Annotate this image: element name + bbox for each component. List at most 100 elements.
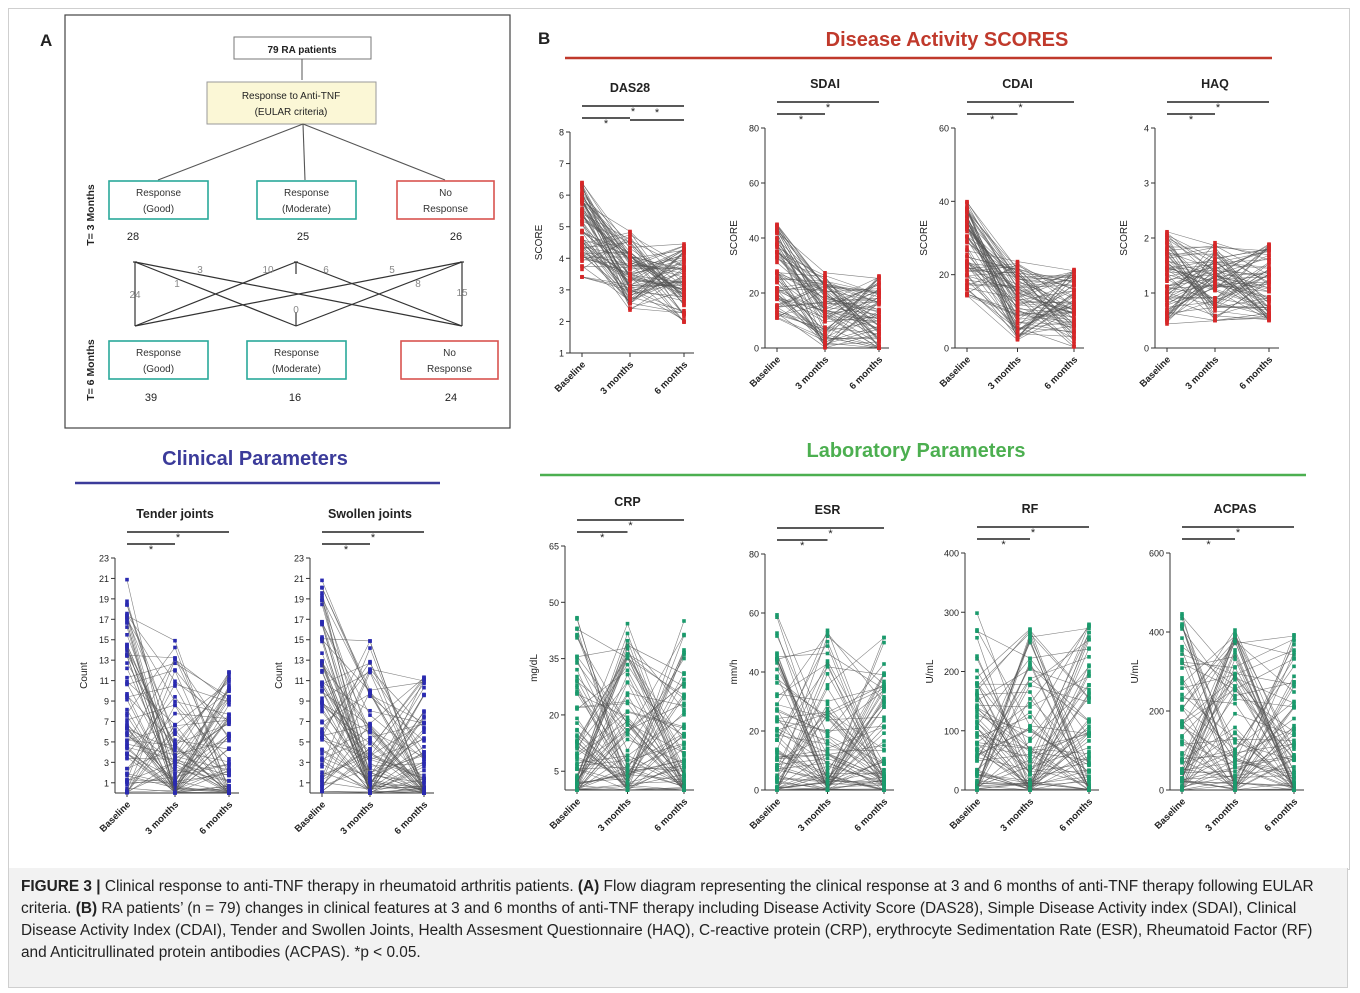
- data-point: [877, 308, 881, 313]
- data-point: [825, 756, 830, 761]
- data-point: [1267, 265, 1271, 270]
- data-point: [882, 756, 886, 761]
- data-point: [1087, 647, 1091, 651]
- data-point: [422, 736, 426, 740]
- data-point: [1180, 657, 1184, 662]
- y-tick-label: 1: [559, 349, 564, 359]
- data-point: [1292, 743, 1296, 748]
- data-point: [625, 643, 630, 647]
- data-point: [823, 296, 827, 300]
- data-point: [1292, 684, 1296, 689]
- y-axis-label: U/mL: [1130, 659, 1141, 683]
- data-point: [320, 598, 324, 603]
- x-tick-label: 3 months: [793, 354, 831, 392]
- data-point: [775, 275, 779, 280]
- data-point: [1087, 624, 1091, 629]
- data-point: [1180, 666, 1184, 670]
- data-point: [580, 189, 584, 193]
- data-point: [368, 735, 372, 740]
- data-point: [320, 787, 324, 791]
- data-point: [877, 318, 881, 323]
- data-point: [775, 313, 779, 318]
- sig-mark: *: [631, 106, 636, 118]
- data-point: [173, 782, 177, 787]
- data-point: [173, 723, 177, 727]
- caption-a-label: (A): [577, 878, 600, 895]
- data-point: [628, 252, 632, 257]
- data-point: [825, 764, 830, 768]
- sig-mark: *: [826, 102, 831, 114]
- data-point: [625, 693, 630, 697]
- transition-number: 6: [323, 265, 329, 276]
- data-point: [1292, 776, 1296, 781]
- y-tick-label: 300: [944, 608, 959, 618]
- y-tick-label: 13: [294, 656, 304, 666]
- sig-mark: *: [1001, 539, 1006, 551]
- data-point: [882, 696, 886, 701]
- row2-count: 39: [145, 392, 157, 404]
- data-point: [173, 742, 177, 746]
- data-point: [1233, 711, 1237, 716]
- data-point: [320, 602, 324, 607]
- data-point: [1087, 687, 1091, 692]
- data-point: [227, 716, 231, 721]
- row2-box: [108, 340, 209, 380]
- data-point: [368, 669, 372, 674]
- data-point: [1292, 642, 1296, 647]
- data-point: [227, 786, 231, 790]
- chart-rf: RF 0 100 200 300 400 U/mL Baseline 3 months 6 mon…: [925, 502, 1099, 834]
- data-point: [1292, 706, 1296, 710]
- data-point: [682, 292, 686, 297]
- data-point: [625, 691, 630, 695]
- data-point: [775, 733, 779, 738]
- data-point: [628, 246, 632, 251]
- data-point: [320, 699, 324, 704]
- data-point: [825, 683, 830, 687]
- data-point: [1015, 308, 1020, 313]
- data-point: [965, 281, 969, 286]
- data-point: [173, 777, 177, 781]
- data-point: [580, 197, 584, 202]
- row1-count: 26: [450, 231, 462, 243]
- data-point: [682, 776, 686, 780]
- data-point: [625, 710, 630, 714]
- data-point: [125, 648, 129, 653]
- data-point: [1292, 634, 1296, 638]
- data-point: [227, 702, 231, 707]
- data-point: [1028, 736, 1032, 741]
- data-point: [1072, 297, 1076, 301]
- data-point: [775, 225, 779, 229]
- data-point: [1015, 271, 1020, 275]
- sig-mark: *: [1236, 527, 1241, 539]
- data-point: [1180, 740, 1184, 744]
- data-point: [173, 790, 177, 795]
- data-point: [422, 790, 426, 795]
- data-point: [1165, 236, 1169, 240]
- data-point: [575, 636, 579, 640]
- data-point: [1165, 272, 1169, 277]
- data-point: [682, 784, 686, 789]
- data-point: [1015, 282, 1020, 287]
- data-point: [1213, 303, 1217, 307]
- data-point: [1028, 628, 1032, 633]
- data-point: [823, 345, 827, 350]
- data-point: [1165, 252, 1169, 256]
- data-point: [320, 701, 324, 706]
- data-point: [823, 288, 827, 293]
- data-point: [368, 646, 372, 650]
- y-tick-label: 20: [549, 710, 559, 720]
- data-point: [1267, 314, 1271, 318]
- x-tick-label: 6 months: [852, 796, 890, 834]
- data-point: [1180, 681, 1184, 686]
- data-point: [682, 751, 686, 755]
- data-point: [580, 201, 584, 205]
- data-point: [1028, 760, 1032, 764]
- chart-title: SDAI: [810, 77, 840, 91]
- data-point: [575, 661, 579, 665]
- x-tick-label: 6 months: [1262, 796, 1300, 834]
- data-point: [1180, 779, 1184, 784]
- data-point: [682, 268, 686, 272]
- data-point: [682, 632, 686, 637]
- data-point: [823, 278, 827, 282]
- x-tick-label: Baseline: [748, 354, 783, 389]
